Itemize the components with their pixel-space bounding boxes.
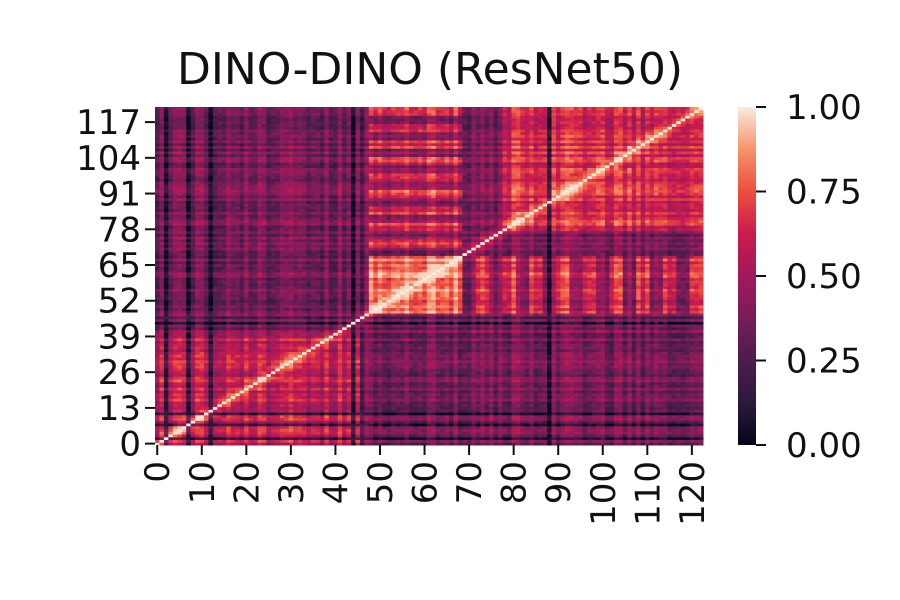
- chart-title: DINO-DINO (ResNet50): [177, 44, 683, 95]
- heatmap-cells: [155, 107, 704, 446]
